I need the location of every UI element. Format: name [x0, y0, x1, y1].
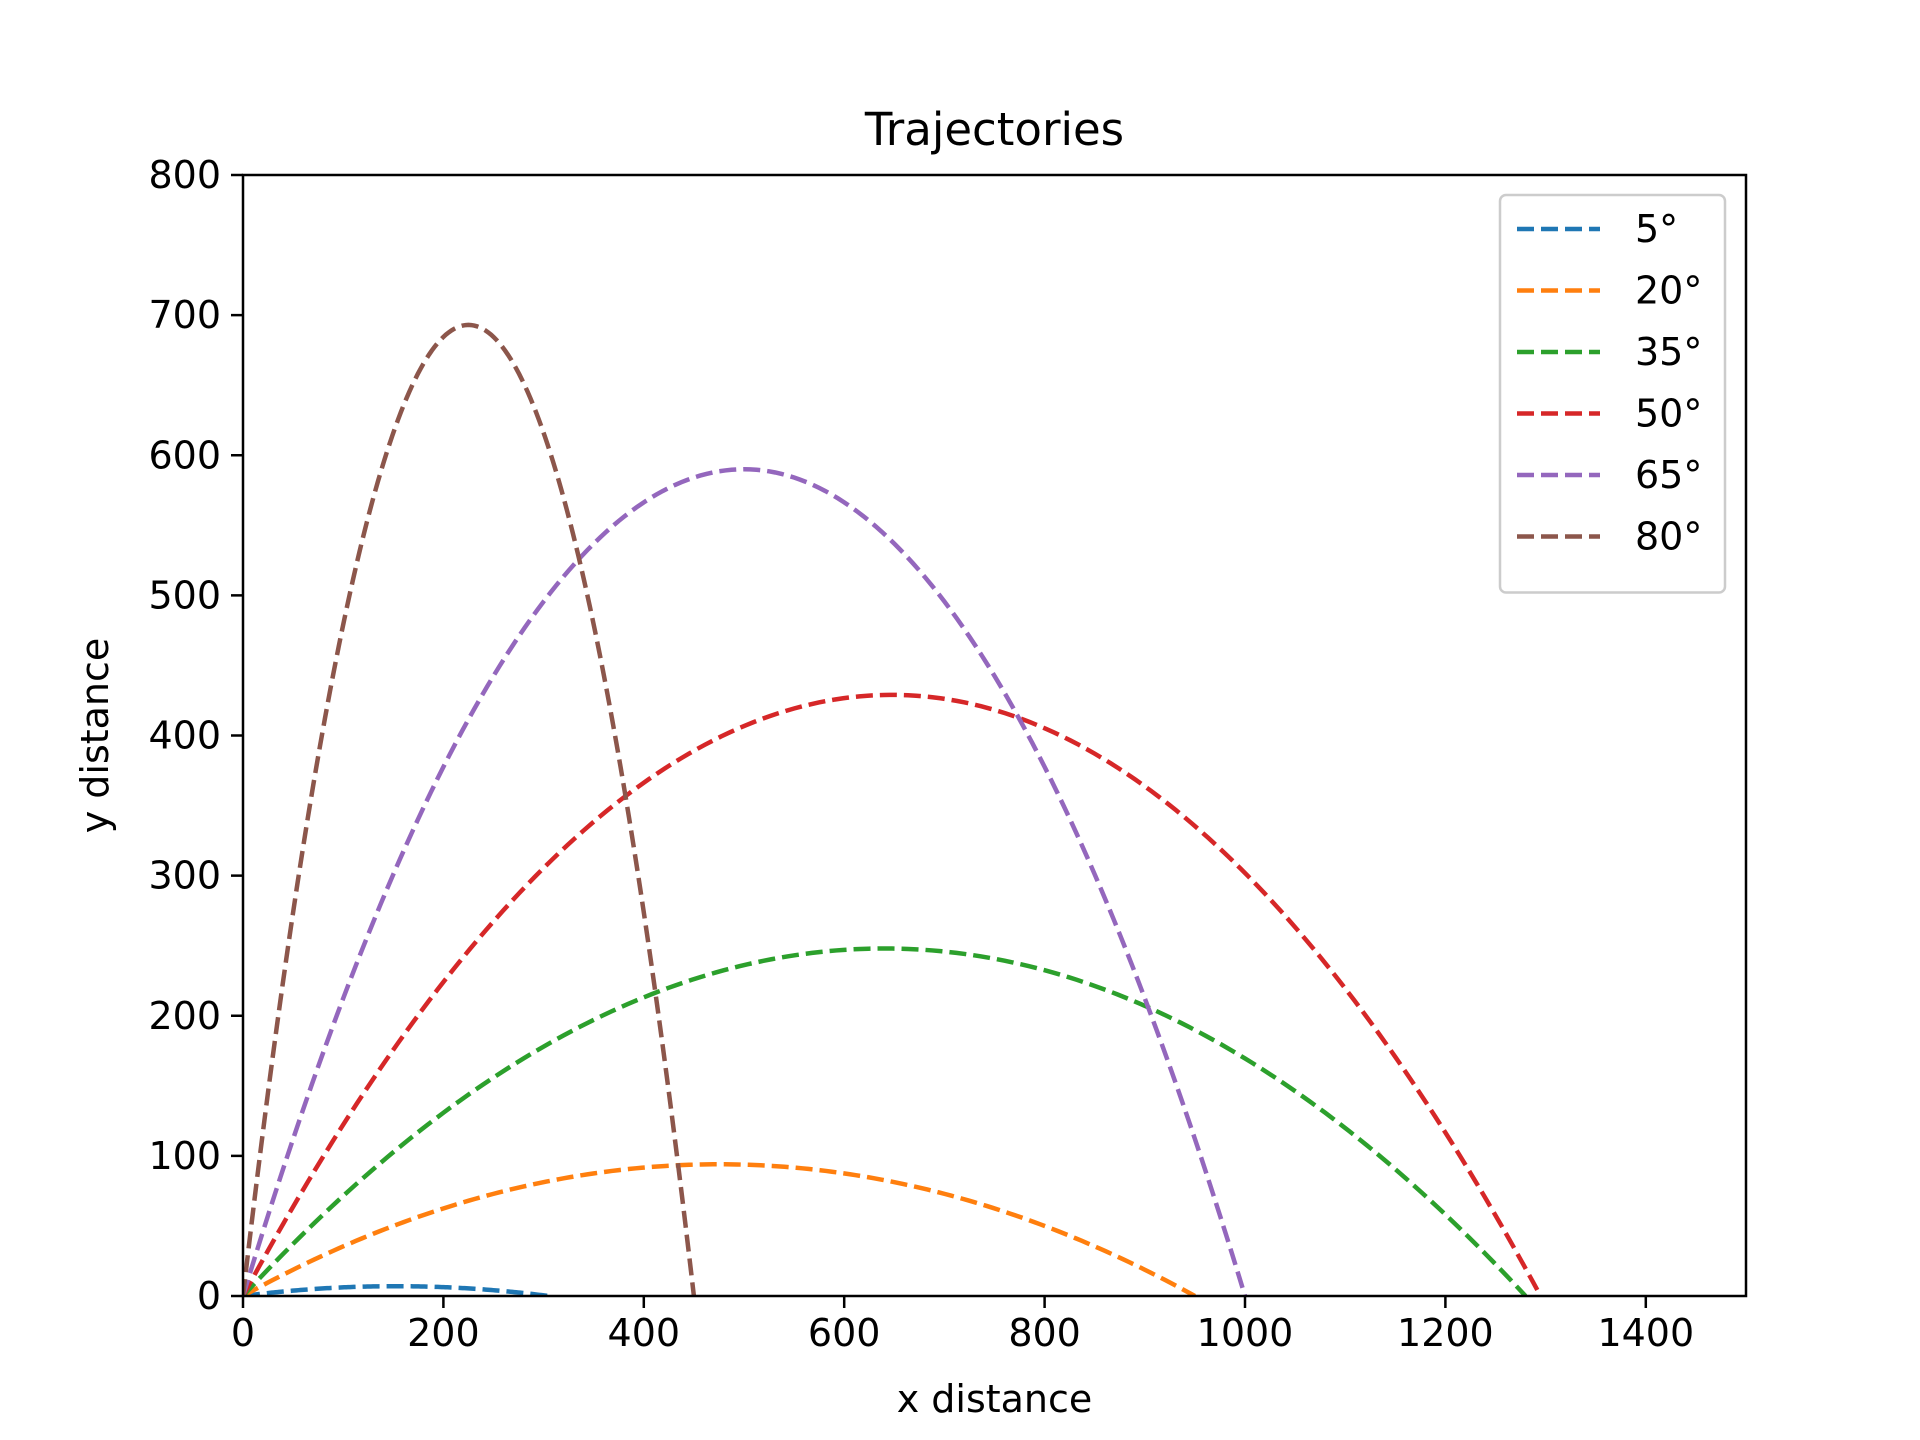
legend-label: 80°: [1635, 515, 1702, 559]
x-axis-label: x distance: [897, 1377, 1093, 1421]
trajectory-line-65deg: [243, 467, 1248, 1296]
x-tick-label: 0: [231, 1311, 255, 1355]
y-tick-label: 600: [148, 433, 221, 477]
x-tick-label: 800: [1008, 1311, 1081, 1355]
y-tick-label: 400: [148, 714, 221, 758]
y-tick-label: 200: [148, 994, 221, 1038]
legend-item-50deg: 50°: [1517, 392, 1702, 436]
x-tick-label: 1400: [1597, 1311, 1694, 1355]
legend-item-35deg: 35°: [1517, 330, 1702, 374]
x-tick-label: 400: [608, 1311, 681, 1355]
trajectory-line-20deg: [243, 1162, 1196, 1296]
y-axis-label: y distance: [73, 638, 117, 834]
x-axis-ticks: 0 200 400 600 800 1000 1200 1400: [231, 1296, 1694, 1355]
x-tick-label: 1000: [1197, 1311, 1294, 1355]
y-tick-label: 700: [148, 293, 221, 337]
legend-item-5deg: 5°: [1517, 207, 1678, 251]
trajectory-line-50deg: [243, 692, 1543, 1296]
x-tick-label: 600: [808, 1311, 881, 1355]
legend-item-80deg: 80°: [1517, 515, 1702, 559]
trajectory-line-5deg: [243, 1283, 549, 1296]
legend-item-20deg: 20°: [1517, 269, 1702, 313]
legend-label: 35°: [1635, 330, 1702, 374]
trajectory-curves: [243, 322, 1543, 1296]
legend-label: 65°: [1635, 453, 1702, 497]
x-tick-label: 1200: [1397, 1311, 1494, 1355]
chart-title: Trajectories: [864, 103, 1124, 156]
x-tick-label: 200: [407, 1311, 480, 1355]
legend: 5° 20° 35° 50° 65° 80°: [1498, 193, 1727, 594]
legend-label: 50°: [1635, 392, 1702, 436]
y-tick-label: 800: [148, 153, 221, 197]
y-tick-label: 500: [148, 573, 221, 617]
legend-label: 20°: [1635, 269, 1702, 313]
legend-label: 5°: [1635, 207, 1678, 251]
y-tick-label: 0: [197, 1274, 221, 1318]
trajectory-line-80deg: [243, 322, 697, 1296]
y-axis-ticks: 0 100 200 300 400 500 600 700 800: [148, 153, 243, 1318]
y-tick-label: 300: [148, 854, 221, 898]
legend-box: [1498, 193, 1727, 594]
y-tick-label: 100: [148, 1134, 221, 1178]
trajectory-line-35deg: [243, 946, 1528, 1296]
legend-item-65deg: 65°: [1517, 453, 1702, 497]
